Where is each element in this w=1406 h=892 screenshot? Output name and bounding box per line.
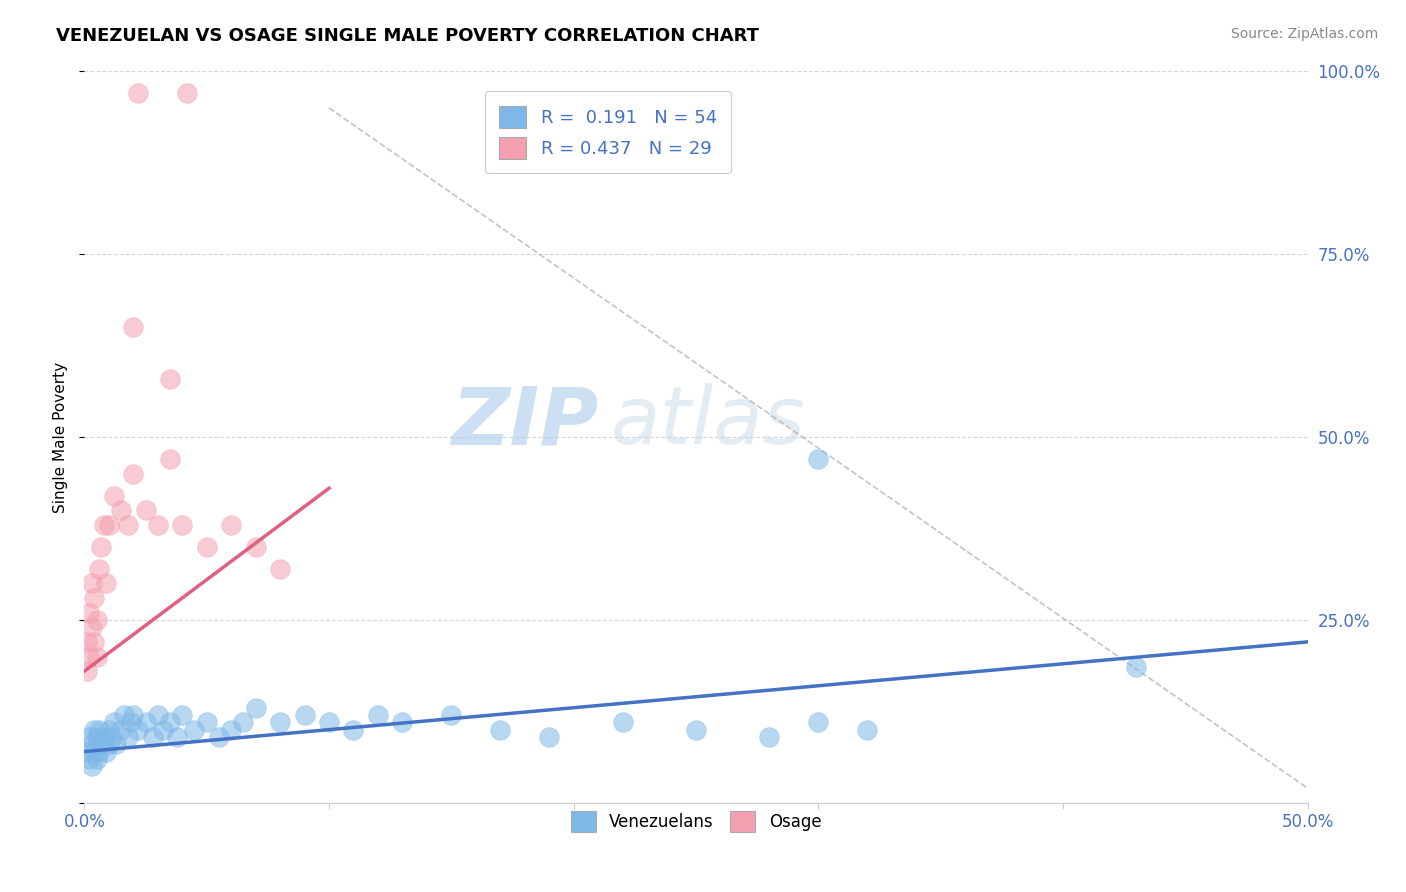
- Point: [96, 576, 118, 591]
- Point: [100, 730, 122, 744]
- Point: [318, 715, 340, 730]
- Point: [269, 562, 291, 576]
- Point: [856, 723, 879, 737]
- Point: [76, 664, 98, 678]
- Text: ZIP: ZIP: [451, 384, 598, 461]
- Point: [93, 517, 115, 532]
- Point: [110, 503, 132, 517]
- Point: [90, 737, 112, 751]
- Point: [195, 540, 218, 554]
- Point: [612, 715, 634, 730]
- Text: VENEZUELAN VS OSAGE SINGLE MALE POVERTY CORRELATION CHART: VENEZUELAN VS OSAGE SINGLE MALE POVERTY …: [56, 27, 759, 45]
- Y-axis label: Single Male Poverty: Single Male Poverty: [53, 361, 69, 513]
- Point: [219, 517, 242, 532]
- Point: [83, 745, 105, 759]
- Point: [269, 715, 291, 730]
- Point: [232, 715, 254, 730]
- Point: [120, 715, 142, 730]
- Point: [96, 745, 118, 759]
- Point: [93, 730, 115, 744]
- Point: [127, 87, 149, 101]
- Point: [807, 452, 830, 467]
- Legend: Venezuelans, Osage: Venezuelans, Osage: [564, 805, 828, 838]
- Point: [135, 715, 157, 730]
- Point: [807, 715, 830, 730]
- Point: [127, 723, 149, 737]
- Point: [77, 752, 100, 766]
- Point: [166, 730, 188, 744]
- Point: [172, 708, 194, 723]
- Point: [183, 723, 205, 737]
- Point: [117, 517, 139, 532]
- Point: [110, 723, 132, 737]
- Point: [76, 745, 98, 759]
- Point: [440, 708, 463, 723]
- Point: [122, 708, 145, 723]
- Point: [367, 708, 389, 723]
- Text: Source: ZipAtlas.com: Source: ZipAtlas.com: [1230, 27, 1378, 41]
- Point: [159, 452, 181, 467]
- Point: [83, 635, 105, 649]
- Point: [758, 730, 780, 744]
- Point: [103, 489, 125, 503]
- Point: [142, 730, 165, 744]
- Point: [83, 723, 105, 737]
- Point: [685, 723, 707, 737]
- Point: [195, 715, 218, 730]
- Point: [87, 562, 110, 576]
- Point: [245, 700, 267, 714]
- Point: [77, 649, 100, 664]
- Point: [103, 715, 125, 730]
- Point: [146, 708, 169, 723]
- Point: [77, 606, 100, 620]
- Point: [76, 635, 98, 649]
- Point: [489, 723, 512, 737]
- Point: [294, 708, 316, 723]
- Point: [80, 737, 103, 751]
- Point: [172, 517, 194, 532]
- Point: [1125, 660, 1147, 674]
- Point: [135, 503, 157, 517]
- Point: [245, 540, 267, 554]
- Point: [77, 730, 100, 744]
- Point: [159, 371, 181, 385]
- Point: [538, 730, 561, 744]
- Text: atlas: atlas: [610, 384, 806, 461]
- Point: [146, 517, 169, 532]
- Point: [117, 730, 139, 744]
- Point: [80, 576, 103, 591]
- Point: [122, 320, 145, 334]
- Point: [342, 723, 364, 737]
- Point: [87, 745, 110, 759]
- Point: [87, 723, 110, 737]
- Point: [80, 759, 103, 773]
- Point: [208, 730, 231, 744]
- Point: [112, 708, 135, 723]
- Point: [86, 649, 108, 664]
- Point: [391, 715, 413, 730]
- Point: [86, 613, 108, 627]
- Point: [97, 517, 120, 532]
- Point: [86, 730, 108, 744]
- Point: [86, 752, 108, 766]
- Point: [97, 737, 120, 751]
- Point: [80, 620, 103, 634]
- Point: [90, 540, 112, 554]
- Point: [219, 723, 242, 737]
- Point: [97, 723, 120, 737]
- Point: [122, 467, 145, 481]
- Point: [159, 715, 181, 730]
- Point: [83, 591, 105, 605]
- Point: [105, 737, 128, 751]
- Point: [176, 87, 198, 101]
- Point: [152, 723, 174, 737]
